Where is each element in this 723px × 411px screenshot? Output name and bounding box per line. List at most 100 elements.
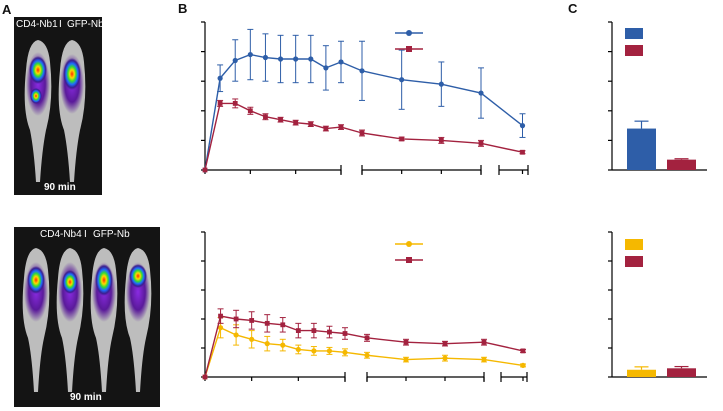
data-point xyxy=(326,348,333,354)
image2-label-cd4: CD4-Nb4 xyxy=(40,229,82,240)
data-point xyxy=(359,130,365,136)
data-point xyxy=(478,90,484,96)
data-point xyxy=(280,322,286,328)
data-point xyxy=(323,65,329,71)
mouse-3 xyxy=(22,248,50,392)
data-point xyxy=(308,56,314,62)
data-point xyxy=(359,68,365,74)
data-point xyxy=(481,339,487,345)
data-point xyxy=(399,77,405,83)
data-point xyxy=(202,374,208,380)
data-point xyxy=(403,357,409,363)
data-point xyxy=(263,114,268,120)
imaging-panel-1: CD4-Nb1 I GFP-Nb 90 min xyxy=(14,17,104,195)
data-point xyxy=(311,328,317,333)
data-point xyxy=(247,108,253,114)
bar xyxy=(627,369,656,377)
mouse-2 xyxy=(58,40,86,182)
image2-time: 90 min xyxy=(70,392,102,403)
legend-swatch xyxy=(625,45,643,56)
image2-label-sep: I xyxy=(84,229,87,240)
legend-marker xyxy=(406,241,412,247)
data-point xyxy=(403,339,409,345)
legend-swatch xyxy=(625,28,643,39)
legend-marker xyxy=(406,30,412,36)
bar-chart-bottom xyxy=(608,231,707,378)
data-point xyxy=(342,349,348,355)
image2-label-gfp: GFP-Nb xyxy=(93,229,130,240)
mouse-1 xyxy=(24,40,52,182)
data-point xyxy=(438,138,444,143)
imaging-panel-2: CD4-Nb4 I GFP-Nb 90 min xyxy=(14,227,160,407)
data-point xyxy=(249,318,255,323)
line-chart-top xyxy=(201,21,529,175)
legend-marker xyxy=(406,46,412,52)
image1-time: 90 min xyxy=(44,182,76,193)
data-point xyxy=(277,56,284,62)
data-point xyxy=(342,331,348,336)
panel-letter-b: B xyxy=(178,1,187,16)
data-point xyxy=(233,332,239,338)
bar-chart-top xyxy=(608,21,707,171)
legend-marker xyxy=(406,257,412,263)
data-point xyxy=(364,352,370,358)
data-point xyxy=(249,336,255,342)
data-point xyxy=(218,313,223,319)
data-point xyxy=(295,328,301,333)
series-0 xyxy=(202,241,526,380)
data-point xyxy=(481,357,487,363)
image1-label-cd4: CD4-Nb1 xyxy=(16,19,58,30)
mouse-4 xyxy=(56,248,84,392)
data-point xyxy=(399,136,405,142)
data-point xyxy=(232,101,238,106)
series-line xyxy=(204,102,523,171)
bar xyxy=(667,159,696,170)
data-point xyxy=(308,121,314,127)
bar xyxy=(627,128,656,170)
data-point xyxy=(323,126,329,131)
series-line xyxy=(204,315,524,378)
data-point xyxy=(438,81,444,87)
data-point xyxy=(520,362,526,368)
data-point xyxy=(364,335,370,341)
data-point xyxy=(293,56,299,62)
data-point xyxy=(442,341,448,347)
legend-swatch xyxy=(625,256,643,267)
data-point xyxy=(202,167,208,173)
data-point xyxy=(519,123,526,129)
data-point xyxy=(442,355,448,361)
data-point xyxy=(280,342,286,348)
panel-letter-c: C xyxy=(568,1,578,16)
data-point xyxy=(233,316,239,322)
data-point xyxy=(217,75,223,81)
data-point xyxy=(232,57,238,64)
data-point xyxy=(520,348,526,354)
data-point xyxy=(264,320,270,326)
data-point xyxy=(217,101,223,106)
series-0 xyxy=(202,28,526,173)
data-point xyxy=(327,329,332,335)
data-point xyxy=(338,59,344,65)
legend-swatch xyxy=(625,239,643,250)
data-point xyxy=(311,348,317,354)
panel-letter-a: A xyxy=(2,2,12,17)
data-point xyxy=(295,346,301,353)
series-1 xyxy=(202,257,526,380)
mouse-5 xyxy=(90,248,118,392)
data-point xyxy=(278,117,283,123)
bar xyxy=(667,368,696,377)
data-point xyxy=(217,325,224,331)
data-point xyxy=(293,120,299,126)
line-chart-bottom xyxy=(201,231,528,382)
mouse-6 xyxy=(124,248,152,392)
image1-label-gfp: GFP-Nb xyxy=(67,19,104,30)
data-point xyxy=(247,51,253,58)
image1-label-sep: I xyxy=(59,19,62,30)
charts-layer xyxy=(201,21,707,382)
data-point xyxy=(520,149,525,155)
data-point xyxy=(264,341,270,347)
data-point xyxy=(262,54,269,61)
series-1 xyxy=(202,46,526,173)
data-point xyxy=(478,140,484,146)
